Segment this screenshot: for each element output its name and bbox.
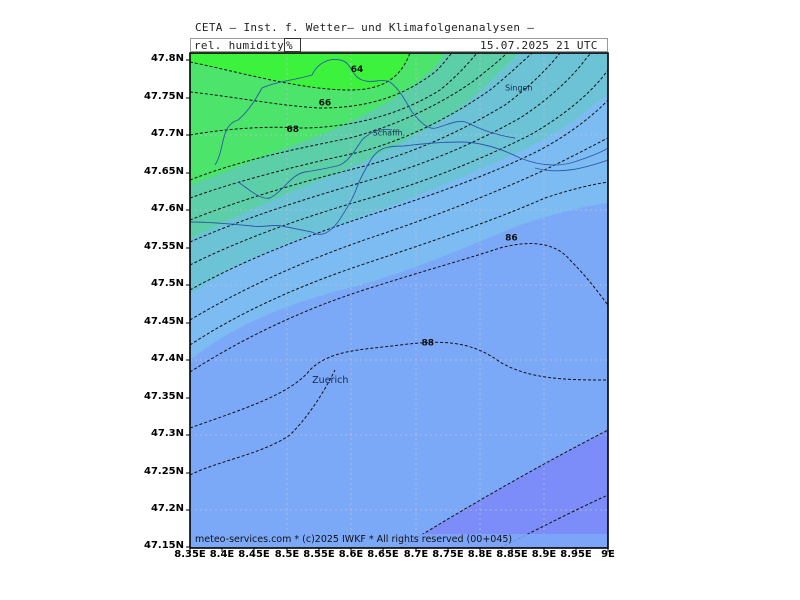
contour-value-label: 66: [319, 99, 332, 109]
x-tick-label: 8.5E: [274, 549, 300, 560]
x-tick-label: 9E: [601, 549, 615, 560]
unit-label: %: [286, 39, 293, 52]
contour-76: [190, 53, 593, 243]
contour-70: [190, 53, 508, 181]
x-tick-label: 8.85E: [496, 549, 528, 560]
x-tick-label: 8.35E: [174, 549, 206, 560]
y-tick-label: 47.55N: [144, 241, 184, 252]
y-tick-label: 47.8N: [150, 53, 184, 64]
x-tick-label: 8.75E: [432, 549, 464, 560]
y-tick-label: 47.65N: [144, 166, 184, 177]
contour-value-label: 64: [351, 65, 364, 75]
valid-time: 15.07.2025 21 UTC: [480, 39, 598, 52]
humidity-band-64-70: [190, 53, 445, 185]
y-tick-label: 47.6N: [150, 203, 184, 214]
contour-66: [190, 53, 453, 109]
border-line-2: [237, 129, 393, 199]
y-tick-label: 47.3N: [150, 428, 184, 439]
parameter-label: rel. humidity: [194, 39, 284, 52]
map-frame: [189, 52, 609, 549]
x-tick-label: 8.4E: [209, 549, 235, 560]
y-tick-label: 47.35N: [144, 391, 184, 402]
y-tick-label: 47.4N: [150, 353, 184, 364]
contour-value-labels: 64 66 68 86 88: [286, 65, 517, 349]
humidity-band-lt64: [190, 53, 410, 90]
contour-80: [190, 99, 608, 291]
x-tick-label: 8.9E: [531, 549, 557, 560]
parameter-box: [190, 38, 608, 52]
x-tick-label: 8.8E: [467, 549, 493, 560]
place-label: Schaffh.: [373, 129, 406, 138]
credit-line: meteo-services.com * (c)2025 IWKF * All …: [195, 534, 513, 545]
geography-lines: [190, 59, 608, 235]
y-ticks: [186, 59, 190, 548]
contour-68: [190, 53, 478, 136]
x-tick-label: 8.6E: [338, 549, 364, 560]
credit-backdrop: [191, 534, 607, 547]
y-tick-label: 47.25N: [144, 466, 184, 477]
contour-88: [190, 341, 608, 429]
contour-88b: [190, 369, 336, 476]
y-tick-label: 47.45N: [144, 316, 184, 327]
place-label: Singen: [505, 84, 532, 93]
contour-64: [190, 53, 411, 91]
model-title: CETA – Inst. f. Wetter– und Klimafolgena…: [195, 21, 535, 34]
contour-90: [399, 429, 608, 548]
x-tick-label: 8.45E: [238, 549, 270, 560]
border-line: [214, 59, 516, 166]
y-tick-label: 47.7N: [150, 128, 184, 139]
y-tick-label: 47.5N: [150, 278, 184, 289]
x-tick-label: 8.65E: [367, 549, 399, 560]
y-tick-label: 47.15N: [144, 540, 184, 551]
rh-contours: [190, 53, 608, 548]
contour-74: [190, 53, 561, 221]
unit-box: [284, 38, 301, 52]
contour-value-label: 88: [422, 339, 435, 349]
x-tick-label: 8.55E: [303, 549, 335, 560]
contour-84: [190, 181, 608, 346]
place-label: Zuerich: [312, 375, 348, 386]
contour-82: [190, 137, 608, 321]
x-tick-label: 8.7E: [403, 549, 429, 560]
contour-72: [190, 53, 533, 199]
place-labels: Singen Schaffh. Zuerich: [312, 84, 532, 387]
y-tick-label: 47.75N: [144, 91, 184, 102]
x-tick-label: 8.95E: [560, 549, 592, 560]
humidity-band-gt90: [400, 430, 608, 548]
lake-outline: [534, 159, 608, 172]
rhine-river: [190, 141, 608, 235]
contour-value-label: 86: [505, 234, 518, 244]
x-ticks: [189, 548, 609, 552]
contour-86: [190, 243, 608, 373]
y-tick-label: 47.2N: [150, 503, 184, 514]
contour-value-label: 68: [286, 125, 299, 135]
contour-78: [190, 69, 608, 266]
